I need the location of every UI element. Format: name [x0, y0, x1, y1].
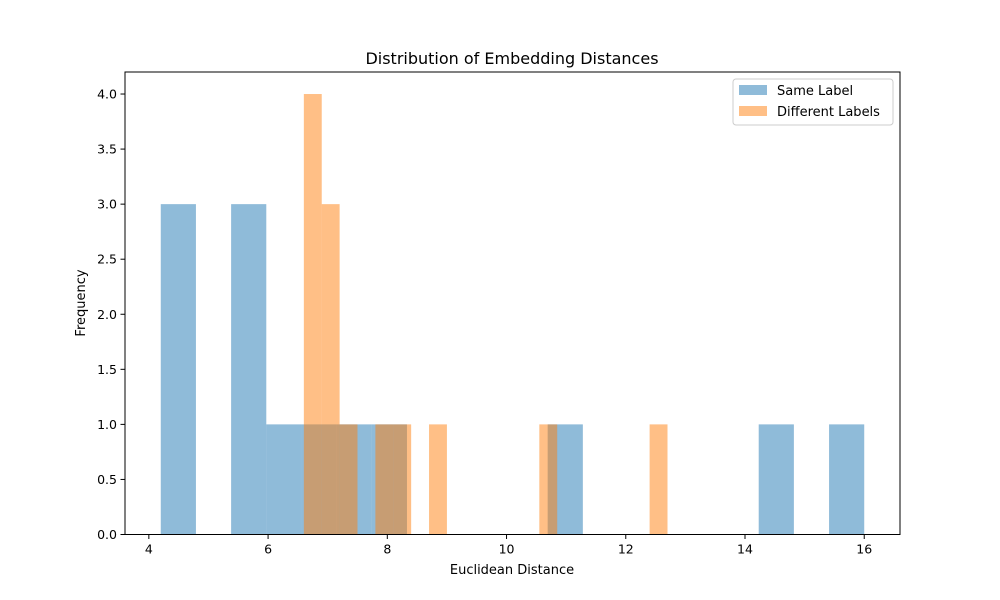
bar-different-labels-6	[539, 424, 558, 535]
bar-different-labels-4	[393, 424, 412, 535]
bar-same-label-7	[758, 424, 794, 535]
x-axis-label: Euclidean Distance	[450, 563, 574, 578]
y-tick-label: 4.0	[97, 87, 117, 102]
y-tick-label: 1.0	[97, 417, 117, 432]
x-axis-ticks: 4 6 8 10 12 14 16	[145, 534, 872, 557]
y-axis-label: Frequency	[74, 269, 89, 336]
y-tick-label: 2.0	[97, 307, 117, 322]
y-axis-ticks: 0.0 0.5 1.0 1.5 2.0 2.5 3.0 3.5 4.0	[97, 87, 125, 542]
bar-different-labels-3	[375, 424, 394, 535]
bar-same-label-2	[266, 424, 302, 535]
bar-same-label-1	[231, 204, 267, 535]
legend-swatch-same-label	[739, 85, 767, 95]
y-tick-label: 0.0	[97, 527, 117, 542]
bar-different-labels-1	[321, 204, 340, 535]
bar-same-label-0	[160, 204, 196, 535]
legend-swatch-different-labels	[739, 106, 767, 116]
x-tick-label: 10	[499, 542, 515, 557]
y-tick-label: 3.0	[97, 197, 117, 212]
bar-different-labels-5	[429, 424, 447, 535]
y-tick-label: 2.5	[97, 252, 117, 267]
bar-different-labels-0	[303, 94, 322, 535]
bar-different-labels-7	[649, 424, 668, 535]
bar-same-label-8	[829, 424, 865, 535]
plot-frame	[124, 71, 901, 535]
bars-layer	[160, 94, 865, 535]
y-tick-label: 0.5	[97, 472, 117, 487]
legend: Same Label Different Labels	[732, 78, 894, 126]
legend-box	[732, 78, 894, 126]
legend-label-same-label: Same Label	[777, 84, 853, 99]
chart-title: Distribution of Embedding Distances	[365, 49, 658, 68]
y-tick-label: 3.5	[97, 142, 117, 157]
x-tick-label: 16	[856, 542, 872, 557]
legend-label-different-labels: Different Labels	[777, 105, 880, 120]
x-tick-label: 6	[264, 542, 272, 557]
x-tick-label: 4	[145, 542, 153, 557]
y-tick-label: 1.5	[97, 362, 117, 377]
x-tick-label: 14	[737, 542, 753, 557]
x-tick-label: 8	[383, 542, 391, 557]
x-tick-label: 12	[618, 542, 634, 557]
bar-different-labels-2	[339, 424, 358, 535]
